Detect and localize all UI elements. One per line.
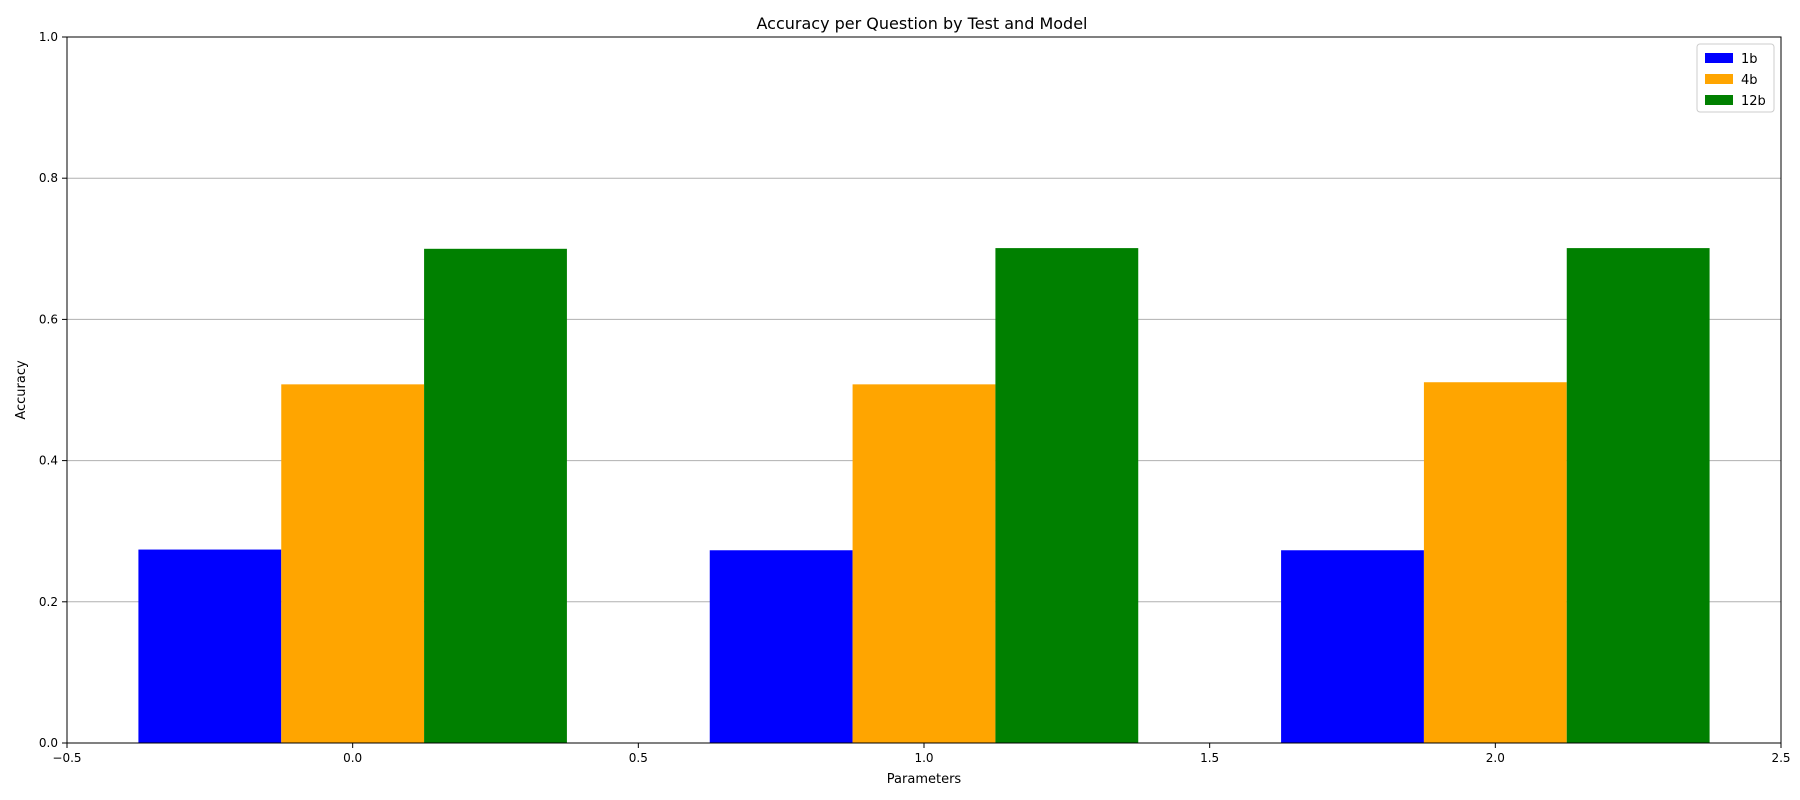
legend-swatch-1b — [1705, 53, 1733, 63]
x-tick-label-0: −0.5 — [52, 751, 81, 765]
bar-1b-0 — [138, 549, 282, 743]
x-axis-ticks: −0.5 0.0 0.5 1.0 1.5 2.0 2.5 — [52, 743, 1791, 765]
y-tick-label-3: 0.6 — [39, 312, 58, 326]
legend-label-4b: 4b — [1741, 73, 1758, 88]
y-tick-label-1: 0.2 — [39, 595, 58, 609]
bar-12b-0 — [424, 248, 567, 744]
bar-4b-1 — [852, 384, 996, 743]
legend-swatch-12b — [1705, 95, 1733, 105]
x-axis-label: Parameters — [887, 772, 962, 787]
legend-label-12b: 12b — [1741, 94, 1766, 109]
bar-1b-2 — [1281, 550, 1424, 743]
y-tick-label-2: 0.4 — [39, 454, 58, 468]
y-tick-label-5: 1.0 — [39, 30, 58, 44]
bars — [138, 248, 1710, 744]
x-tick-label-3: 1.0 — [914, 751, 933, 765]
bar-12b-1 — [995, 248, 1139, 743]
legend-label-1b: 1b — [1741, 52, 1758, 67]
x-tick-label-1: 0.0 — [343, 751, 362, 765]
y-tick-label-4: 0.8 — [39, 171, 58, 185]
x-tick-label-6: 2.5 — [1771, 751, 1790, 765]
bar-4b-0 — [281, 384, 425, 743]
y-tick-label-0: 0.0 — [39, 736, 58, 750]
legend-swatch-4b — [1705, 74, 1733, 84]
x-tick-label-2: 0.5 — [629, 751, 648, 765]
y-axis-label: Accuracy — [14, 360, 29, 420]
bar-1b-1 — [709, 550, 853, 743]
legend: 1b 4b 12b — [1696, 43, 1775, 113]
x-tick-label-4: 1.5 — [1200, 751, 1219, 765]
bar-4b-2 — [1423, 382, 1567, 743]
chart-title: Accuracy per Question by Test and Model — [757, 14, 1088, 33]
y-axis-ticks: 0.0 0.2 0.4 0.6 0.8 1.0 — [39, 30, 67, 750]
bar-12b-2 — [1566, 248, 1710, 743]
x-tick-label-5: 2.0 — [1486, 751, 1505, 765]
